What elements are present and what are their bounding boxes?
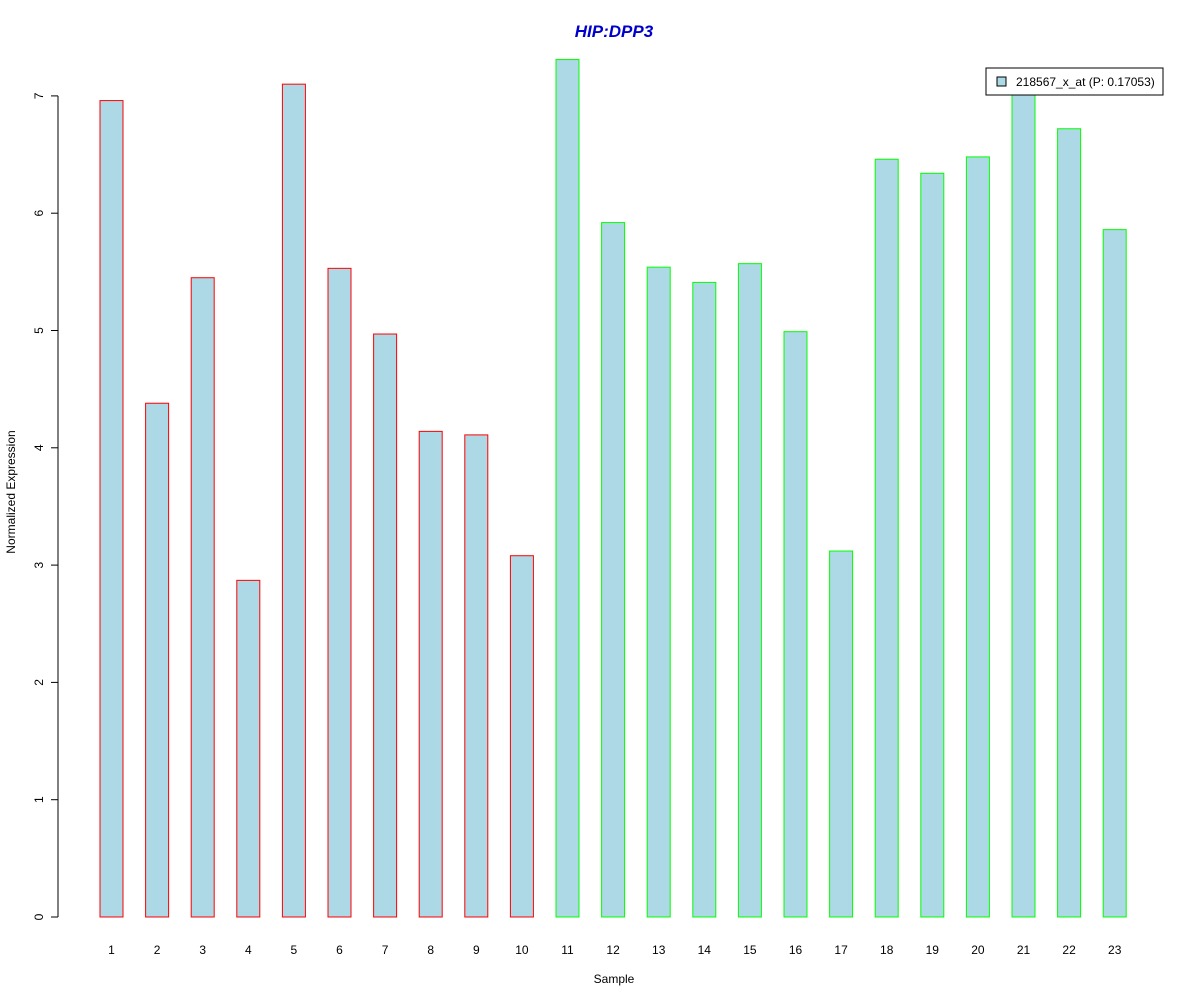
x-tick-label: 15 (743, 943, 757, 957)
x-tick-label: 21 (1017, 943, 1031, 957)
bar (783, 331, 808, 918)
bar (464, 434, 489, 918)
x-axis-title: Sample (594, 972, 635, 986)
x-tick-label: 16 (789, 943, 803, 957)
x-tick-label: 12 (606, 943, 620, 957)
bar (601, 222, 626, 918)
y-tick-label: 7 (32, 92, 46, 99)
x-tick-label: 8 (427, 943, 434, 957)
x-tick-label: 18 (880, 943, 894, 957)
y-tick-label: 2 (32, 679, 46, 686)
legend-label: 218567_x_at (P: 0.17053) (1016, 75, 1155, 89)
bar-series (99, 59, 1127, 918)
bar (920, 172, 945, 918)
bar (829, 550, 854, 918)
bar (1057, 128, 1082, 918)
y-tick-label: 0 (32, 913, 46, 920)
x-tick-label: 23 (1108, 943, 1122, 957)
bar (418, 430, 443, 918)
bar (646, 266, 671, 918)
bar (281, 83, 306, 918)
bar (692, 281, 717, 918)
x-tick-label: 5 (291, 943, 298, 957)
x-tick-label: 22 (1062, 943, 1076, 957)
bar (145, 402, 170, 918)
x-tick-label: 6 (336, 943, 343, 957)
x-tick-label: 10 (515, 943, 529, 957)
bar (1011, 93, 1036, 918)
legend: 218567_x_at (P: 0.17053) (985, 67, 1164, 96)
y-tick-label: 3 (32, 561, 46, 568)
x-axis-tick-labels: 1 2 3 4 5 6 7 8 9 10 11 12 13 14 15 16 17 18 19 20 21 22 23 (108, 943, 1122, 957)
y-tick-label: 1 (32, 796, 46, 803)
y-tick-label: 5 (32, 327, 46, 334)
x-tick-label: 14 (698, 943, 712, 957)
x-tick-label: 19 (926, 943, 940, 957)
bar (236, 579, 261, 918)
bar (190, 277, 215, 918)
bar (1102, 229, 1127, 918)
chart-title: HIP:DPP3 (575, 22, 654, 41)
bar (965, 156, 990, 918)
y-axis-title: Normalized Expression (4, 430, 18, 553)
x-tick-label: 2 (154, 943, 161, 957)
x-tick-label: 13 (652, 943, 666, 957)
legend-swatch (996, 76, 1007, 87)
x-tick-label: 9 (473, 943, 480, 957)
legend-box (985, 67, 1164, 96)
bar (737, 263, 762, 918)
bar (99, 100, 124, 918)
x-tick-label: 1 (108, 943, 115, 957)
x-tick-label: 20 (971, 943, 985, 957)
bar (555, 59, 580, 918)
bar (327, 267, 352, 918)
x-tick-label: 7 (382, 943, 389, 957)
x-tick-label: 17 (834, 943, 848, 957)
y-axis: 0 1 2 3 4 5 6 7 (32, 92, 59, 920)
bar (874, 158, 899, 918)
bar (509, 555, 534, 918)
x-tick-label: 11 (561, 943, 574, 957)
x-tick-label: 3 (199, 943, 206, 957)
y-tick-label: 4 (32, 444, 46, 451)
y-tick-label: 6 (32, 210, 46, 217)
x-tick-label: 4 (245, 943, 252, 957)
bar (373, 333, 398, 918)
